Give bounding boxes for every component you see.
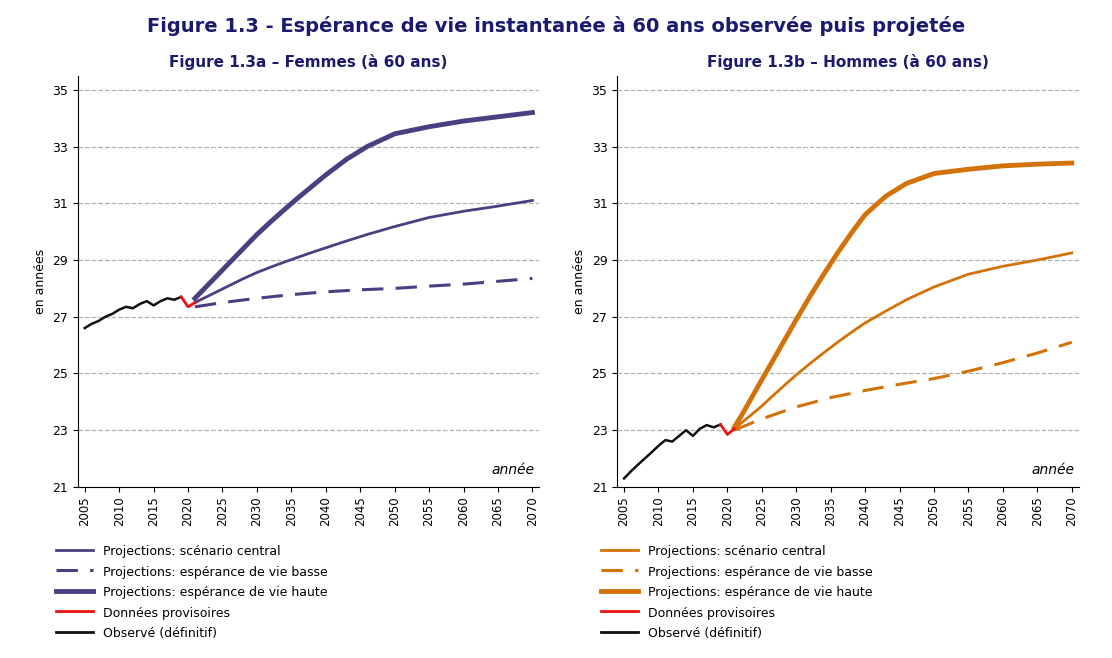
Text: année: année <box>492 463 535 476</box>
Title: Figure 1.3b – Hommes (à 60 ans): Figure 1.3b – Hommes (à 60 ans) <box>707 55 989 70</box>
Legend: Projections: scénario central, Projections: espérance de vie basse, Projections:: Projections: scénario central, Projectio… <box>596 540 877 645</box>
Y-axis label: en années: en années <box>573 249 586 314</box>
Y-axis label: en années: en années <box>33 249 47 314</box>
Text: année: année <box>1031 463 1074 476</box>
Title: Figure 1.3a – Femmes (à 60 ans): Figure 1.3a – Femmes (à 60 ans) <box>169 55 448 70</box>
Text: Figure 1.3 - Espérance de vie instantanée à 60 ans observée puis projetée: Figure 1.3 - Espérance de vie instantané… <box>147 16 965 36</box>
Legend: Projections: scénario central, Projections: espérance de vie basse, Projections:: Projections: scénario central, Projectio… <box>51 540 332 645</box>
